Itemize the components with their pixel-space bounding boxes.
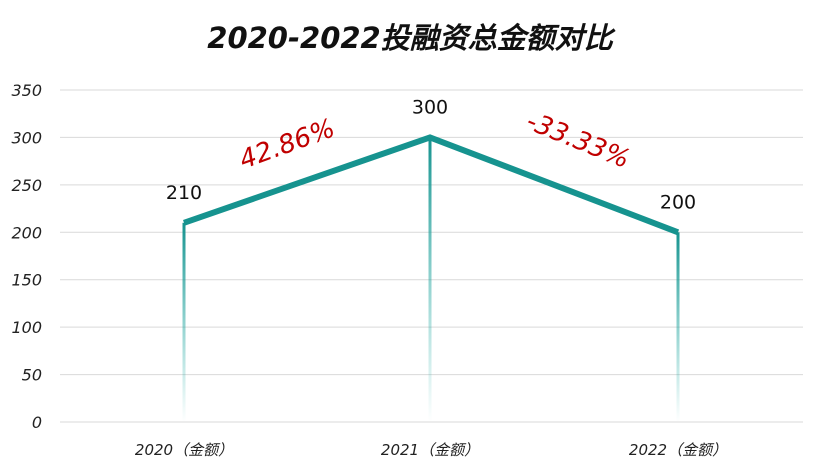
data-labels: 210 300 200 — [166, 96, 696, 213]
drop-line — [182, 222, 186, 422]
y-tick-label: 350 — [11, 81, 42, 100]
x-tick-label: 2020（金额） — [135, 441, 233, 459]
chart-title: 2020-2022投融资总金额对比 — [207, 21, 615, 55]
decline-annotation: -33.33% — [522, 106, 634, 174]
drop-line — [676, 232, 680, 422]
y-axis-ticks: 0 50 100 150 200 250 300 350 — [11, 81, 42, 432]
data-label: 210 — [166, 182, 202, 204]
x-tick-label: 2021（金额） — [381, 441, 479, 459]
series-line — [183, 134, 680, 236]
series — [183, 134, 680, 236]
data-label: 300 — [412, 96, 448, 118]
y-tick-label: 200 — [11, 223, 42, 242]
drop-line — [428, 137, 432, 422]
y-tick-label: 150 — [11, 271, 42, 290]
y-tick-label: 300 — [11, 128, 42, 147]
x-axis-ticks: 2020（金额） 2021（金额） 2022（金额） — [135, 441, 727, 459]
y-tick-label: 0 — [32, 413, 42, 432]
y-tick-label: 100 — [11, 318, 42, 337]
data-label: 200 — [660, 191, 696, 213]
y-tick-label: 250 — [11, 176, 42, 195]
y-tick-label: 50 — [22, 366, 42, 385]
x-tick-label: 2022（金额） — [629, 441, 727, 459]
drop-lines — [182, 137, 680, 422]
growth-annotation: 42.86% — [236, 113, 339, 175]
